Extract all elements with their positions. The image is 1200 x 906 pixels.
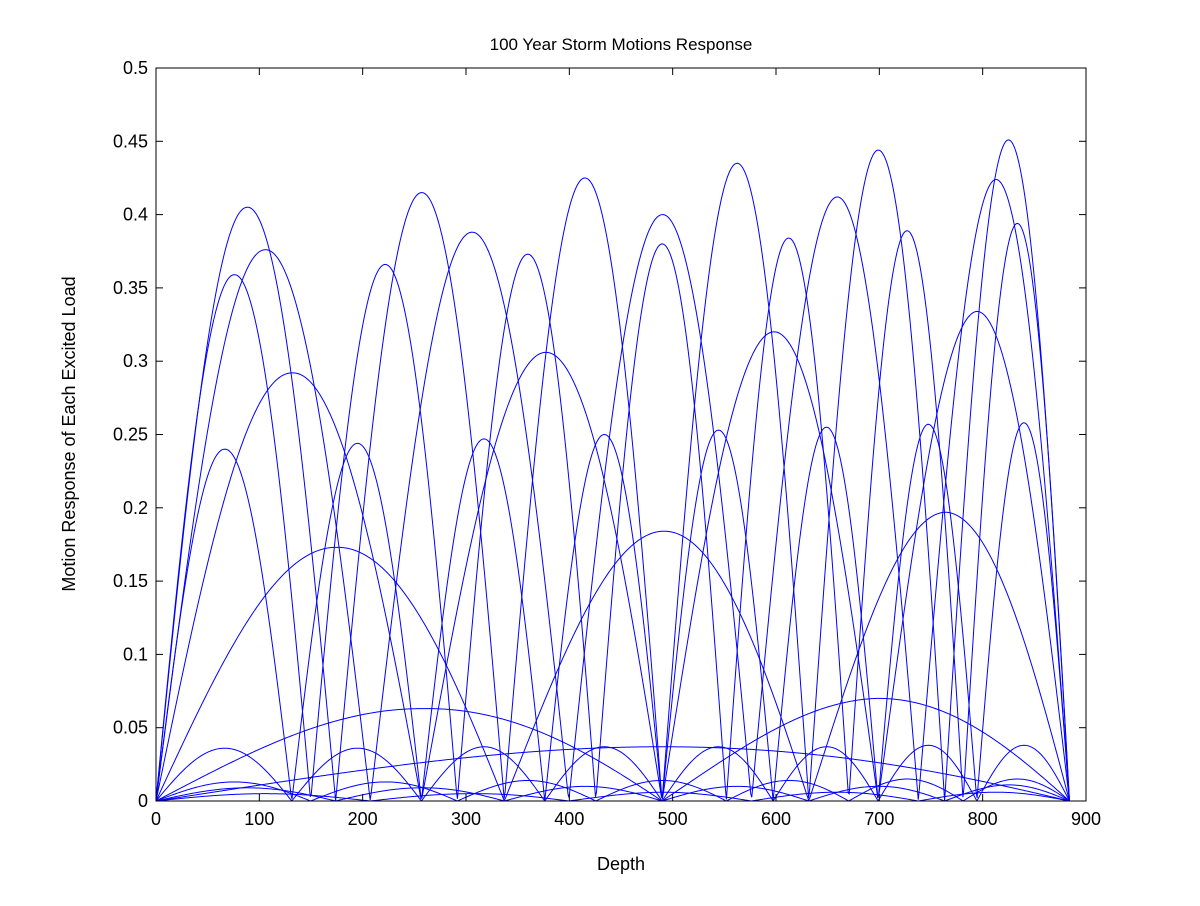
series-line-9 — [155, 744, 1070, 802]
x-tick-label: 700 — [864, 809, 894, 829]
chart-title: 100 Year Storm Motions Response — [490, 35, 753, 54]
y-tick-label: 0 — [138, 791, 148, 811]
series-line-5 — [155, 178, 1070, 802]
series-line-3 — [155, 511, 1070, 802]
x-tick-label: 0 — [151, 809, 161, 829]
x-tick-label: 800 — [968, 809, 998, 829]
series-line-6 — [155, 139, 1070, 802]
y-tick-label: 0.1 — [123, 644, 148, 664]
x-tick-label: 600 — [761, 809, 791, 829]
ticks-group: 0 100 200 300 400 500 600 700 800 900 0 0.05 0.1 0.15… — [113, 58, 1101, 829]
y-tick-label: 0.35 — [113, 278, 148, 298]
series-line-2 — [155, 697, 1070, 802]
series-line-8 — [155, 422, 1070, 802]
plot-area-frame — [155, 67, 1087, 802]
x-tick-label: 400 — [554, 809, 584, 829]
y-tick-label: 0.25 — [113, 425, 148, 445]
x-tick-label: 300 — [451, 809, 481, 829]
series-group — [155, 139, 1070, 802]
series-line-7 — [155, 222, 1070, 802]
y-tick-label: 0.4 — [123, 205, 148, 225]
series-line-10 — [155, 778, 1070, 802]
x-tick-label: 200 — [348, 809, 378, 829]
y-tick-label: 0.3 — [123, 351, 148, 371]
y-tick-label: 0.45 — [113, 131, 148, 151]
y-tick-label: 0.15 — [113, 571, 148, 591]
y-tick-label: 0.05 — [113, 718, 148, 738]
y-tick-label: 0.2 — [123, 498, 148, 518]
x-tick-label: 900 — [1071, 809, 1101, 829]
x-axis-label: Depth — [597, 854, 645, 874]
x-tick-label: 100 — [244, 809, 274, 829]
y-axis-label: Motion Response of Each Excited Load — [59, 276, 79, 591]
y-tick-label: 0.5 — [123, 58, 148, 78]
series-line-4 — [155, 310, 1070, 802]
x-tick-label: 500 — [658, 809, 688, 829]
